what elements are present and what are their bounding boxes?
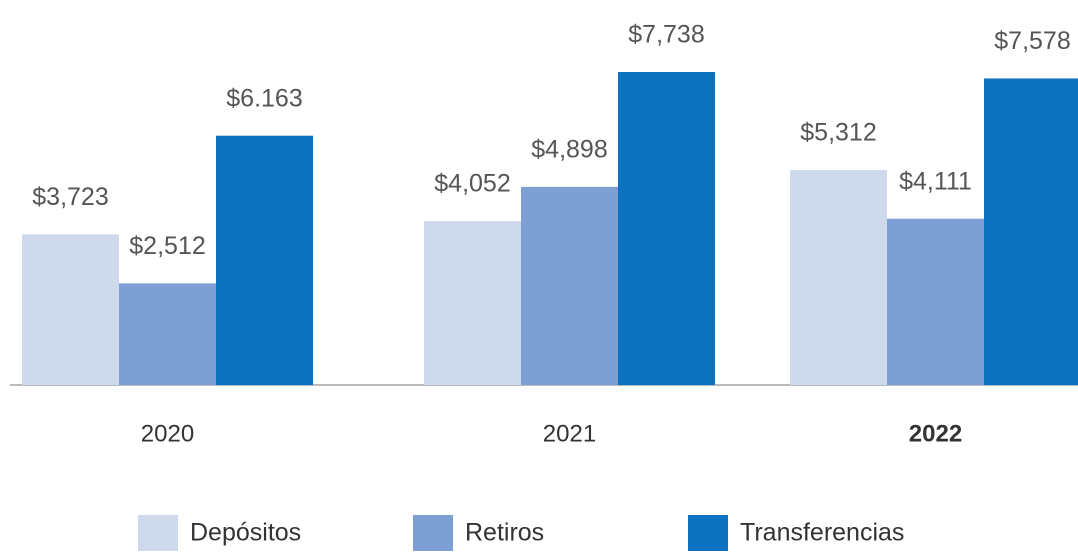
bar	[119, 283, 216, 385]
legend-label: Transferencias	[740, 519, 904, 547]
value-label: $7,578	[994, 27, 1070, 55]
x-tick-label: 2022	[909, 420, 962, 447]
bar	[887, 218, 984, 385]
legend-swatch	[138, 515, 178, 551]
value-label: $3,723	[32, 183, 108, 211]
x-tick-label: 2020	[141, 420, 194, 447]
value-label: $7,738	[628, 21, 704, 49]
value-label: $6.163	[226, 84, 302, 112]
legend-swatch	[688, 515, 728, 551]
value-label: $4,111	[899, 167, 972, 195]
legend-swatch	[413, 515, 453, 551]
bar	[618, 71, 715, 386]
bar	[22, 234, 119, 385]
x-tick-label: 2021	[543, 420, 596, 447]
legend-label: Depósitos	[190, 519, 301, 547]
value-label: $2,512	[129, 232, 205, 260]
bar	[790, 170, 887, 385]
bar	[984, 78, 1078, 385]
value-label: $4,898	[531, 135, 607, 163]
value-label: $5,312	[800, 119, 876, 147]
legend-label: Retiros	[465, 519, 544, 547]
bar	[216, 135, 313, 385]
bar	[521, 186, 618, 385]
bar	[424, 221, 521, 385]
value-label: $4,052	[434, 170, 510, 198]
